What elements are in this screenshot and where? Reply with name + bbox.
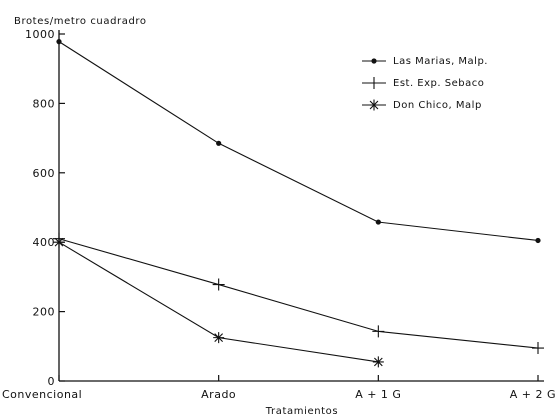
series-0 [56, 39, 541, 244]
series-group [53, 39, 544, 368]
y-tick-label: 400 [33, 236, 56, 249]
x-tick-label: A + 2 G [510, 388, 556, 401]
series-1 [53, 232, 544, 355]
legend-label: Las Marias, Malp. [393, 56, 488, 67]
y-tick-label: 0 [48, 375, 56, 388]
x-tick-label: A + 1 G [355, 388, 401, 401]
y-tick-label: 800 [33, 97, 56, 110]
data-point-plus [532, 342, 544, 355]
x-tick-label: Arado [201, 388, 236, 401]
legend-item-las-marias: Las Marias, Malp. [362, 56, 488, 67]
series-2 [53, 236, 384, 368]
data-point-dot [535, 237, 541, 244]
y-axis-ticks: 0 200 400 600 800 1000 [25, 28, 65, 388]
data-point-plus [372, 325, 385, 338]
data-point-dot [216, 140, 222, 146]
legend-item-sebaco: Est. Exp. Sebaco [362, 77, 484, 89]
series-line [58, 238, 539, 349]
legend-item-don-chico: Don Chico, Malp [362, 99, 482, 111]
legend-label: Don Chico, Malp [393, 100, 482, 111]
legend: Las Marias, Malp. Est. Exp. Sebaco Don C… [362, 56, 488, 111]
data-point-dot [371, 58, 377, 64]
data-point-asterisk [368, 99, 380, 111]
legend-label: Est. Exp. Sebaco [393, 78, 484, 89]
y-tick-label: 600 [33, 167, 56, 180]
data-point-asterisk [213, 332, 225, 344]
data-point-plus [212, 278, 225, 291]
x-axis-title: Tratamientos [265, 406, 338, 417]
x-tick-label: Convencional [2, 388, 82, 401]
data-point-asterisk [53, 236, 65, 248]
y-tick-label: 1000 [25, 28, 55, 41]
axes [58, 30, 544, 382]
x-axis-ticks: Convencional Arado A + 1 G A + 2 G [2, 375, 556, 401]
data-point-asterisk [372, 356, 384, 368]
data-point-dot [56, 39, 62, 45]
series-line [58, 241, 379, 363]
y-axis-title: Brotes/metro cuadradro [14, 16, 147, 27]
series-line [58, 41, 539, 242]
y-tick-label: 200 [33, 306, 56, 319]
data-point-dot [375, 219, 381, 225]
data-point-plus [368, 77, 380, 89]
